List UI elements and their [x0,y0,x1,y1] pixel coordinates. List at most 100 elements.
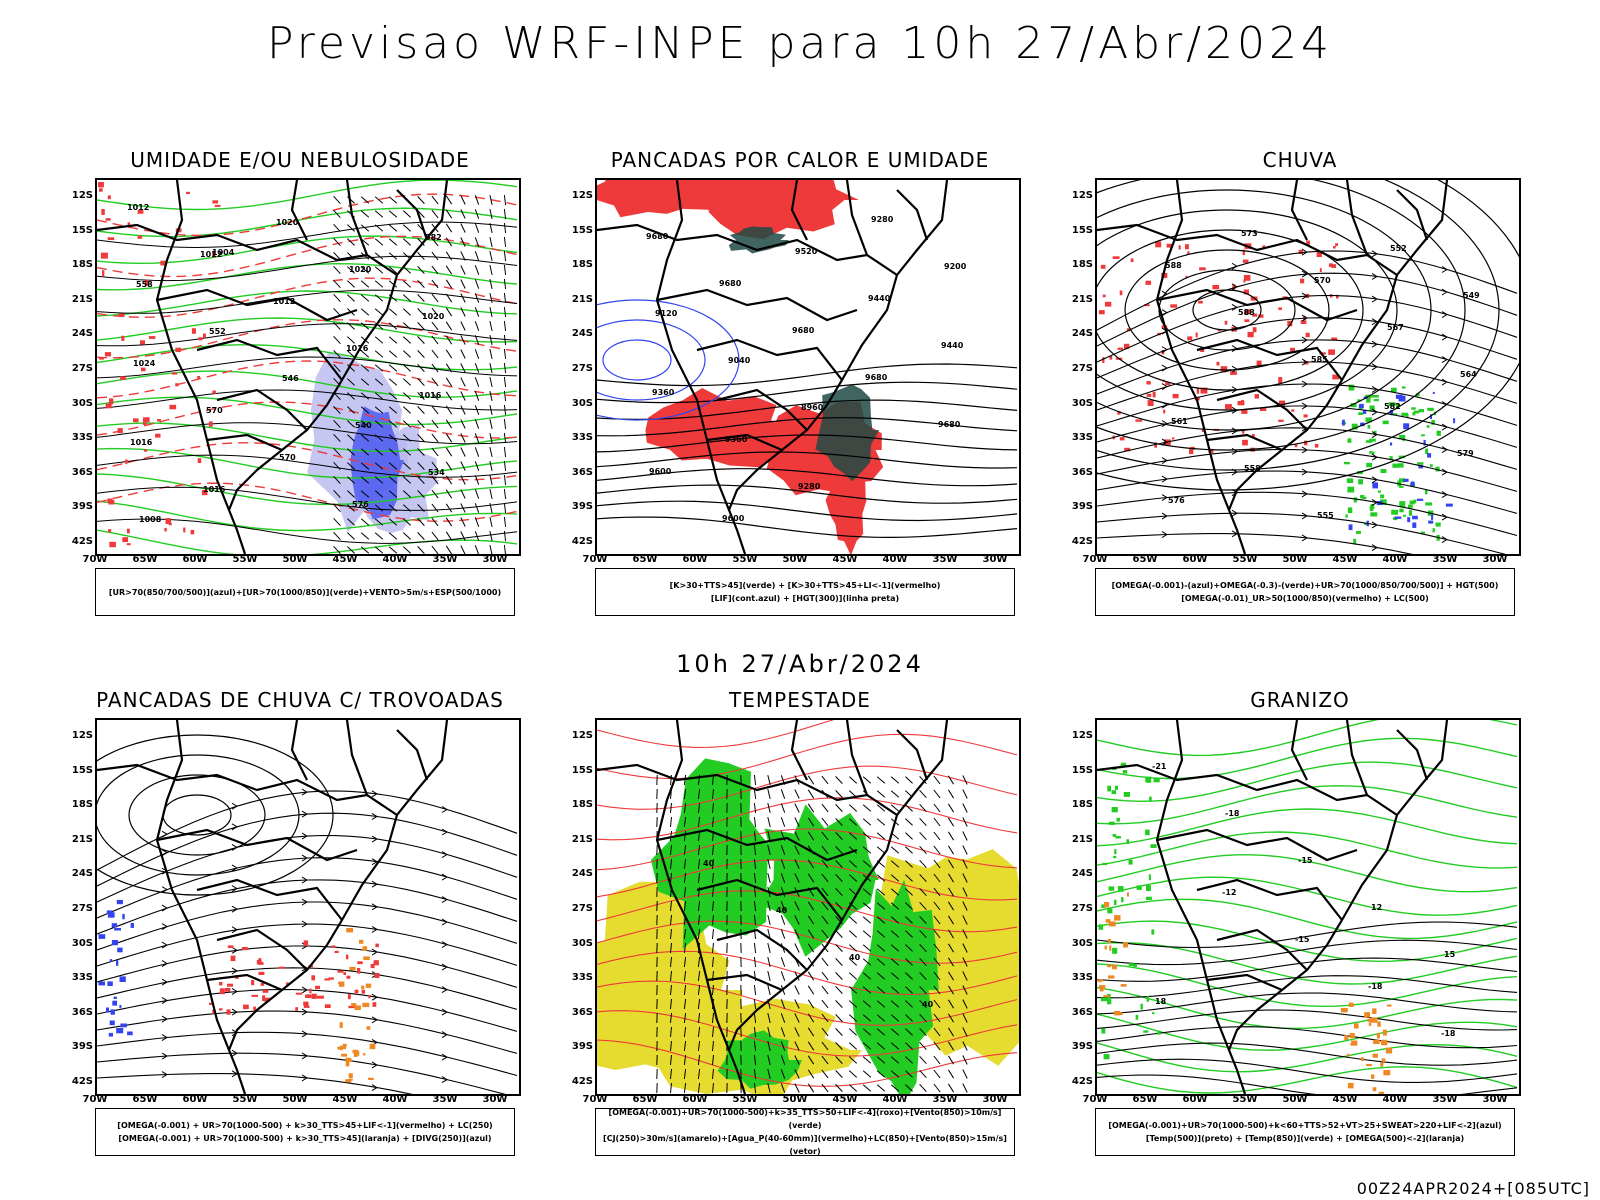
latitude-label: 36S [71,466,93,478]
wind-vector [402,364,412,372]
flow-arrow [1231,509,1238,517]
rain-area [1366,397,1371,403]
temperature-contour [1112,947,1118,954]
wind-vector [933,943,941,953]
storm-area [258,971,265,975]
wind-vector [905,888,913,896]
omega-area [1350,1043,1356,1046]
contour-label: 564 [1460,370,1477,379]
legend-box: [OMEGA(-0.001)+UR>70(1000-500)+k<60+TTS>… [1095,1108,1515,1156]
flow-arrow [161,1015,168,1023]
wind-vector [919,845,927,855]
flow-arrow [161,1034,168,1041]
wind-vector [474,279,480,289]
wind-vector [445,475,453,485]
storm-area [225,988,231,992]
wind-vector [821,1055,829,1065]
rain-area [1225,404,1232,410]
longitude-label: 50W [782,1094,808,1105]
coastline-border [396,729,429,781]
contour-label: 1020 [349,265,372,274]
rain-area [1243,279,1246,283]
wind-vector [333,293,341,303]
contour-line [1097,737,1518,780]
wind-vector [360,196,370,204]
rain-area [1399,478,1406,483]
humidity-speckle [100,252,108,259]
rain-area [1195,332,1198,338]
wind-vector [460,279,466,289]
temperature-contour [1126,839,1130,844]
omega-area [1381,1039,1388,1046]
wind-vector [933,775,941,785]
wind-vector [933,929,941,939]
rain-area [1358,479,1363,485]
wind-vector [905,1056,913,1064]
wind-vector [697,900,701,912]
wind-vector [431,489,439,499]
flow-arrow [301,986,308,994]
wind-vector [474,545,479,554]
flow-arrow [301,1030,308,1038]
wind-vector [835,846,843,854]
wind-vector [712,774,714,786]
storm-area [357,961,363,965]
wind-vector [947,1027,955,1037]
flow-arrow [1161,346,1168,354]
streamline [97,945,518,988]
wind-vector [794,929,800,939]
contour-label: -21 [1152,762,1167,771]
humidity-speckle [165,518,172,524]
wind-vector [445,461,453,471]
omega-area [1114,915,1121,921]
wind-vector [503,460,507,472]
latitude-label: 30S [571,397,593,409]
wind-vector [431,503,439,513]
rain-area [1398,395,1406,402]
wind-vector [460,251,466,261]
longitude-label: 50W [282,1094,308,1105]
latitude-label: 42S [1071,536,1093,547]
wind-vector [347,406,355,414]
rain-area [1373,399,1379,402]
wind-vector [670,914,672,926]
wind-vector [794,845,800,855]
wind-vector [503,446,507,458]
wind-vector [402,406,412,414]
wind-vector [780,845,786,855]
wind-vector [807,817,815,827]
contour-line [97,235,518,278]
wind-vector [753,914,757,926]
contour-line [97,500,518,532]
humidity-speckle [164,527,167,532]
rain-area [1306,240,1310,246]
wind-vector [683,830,687,842]
wind-vector [697,984,701,996]
humidity-speckle [142,422,147,425]
longitude-label: 55W [732,1094,758,1105]
rain-area [1403,478,1409,482]
contour-line [97,360,518,399]
wind-vector [821,915,829,925]
rain-area [1300,320,1307,324]
wind-vector [402,546,412,554]
latitude-label: 21S [571,833,593,845]
wind-vector [919,873,927,883]
wind-vector [848,804,858,812]
wind-vector [503,236,507,248]
rain-area [1366,462,1372,468]
storm-area [212,1009,216,1014]
forecast-map: 588 588 585 582 579 576 573 570 567 564 561 558 555 5… [1095,178,1521,556]
wind-vector [489,418,493,430]
wind-vector [431,293,439,303]
wind-vector [947,1083,955,1093]
storm-area [365,983,372,988]
wind-vector [767,858,771,870]
storm-area [251,994,259,997]
contour-line [1097,1066,1518,1094]
wind-vector [445,391,453,401]
contour-line [1097,808,1518,847]
rain-area [1172,393,1179,399]
rain-area [1420,531,1426,534]
coastline-border [216,388,308,431]
